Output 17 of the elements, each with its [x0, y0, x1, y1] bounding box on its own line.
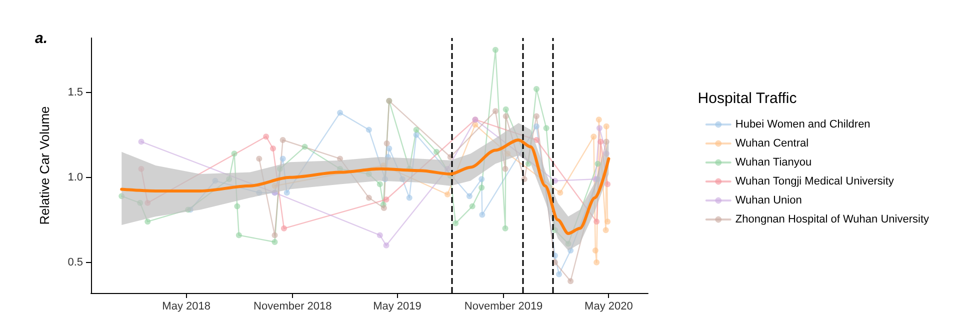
legend-label: Wuhan Tianyou [735, 156, 812, 168]
x-tick-label: May 2019 [373, 300, 422, 312]
y-axis-title: Relative Car Volume [37, 106, 52, 225]
chart-title: a. [35, 30, 48, 47]
y-tick-label: 1.5 [68, 86, 83, 98]
legend-label: Zhongnan Hospital of Wuhan University [735, 214, 930, 226]
legend-title: Hospital Traffic [698, 90, 798, 107]
x-tick-label: November 2019 [464, 300, 543, 312]
y-tick-label: 1.0 [68, 171, 83, 184]
legend-label: Hubei Women and Children [735, 118, 870, 130]
x-tick-label: May 2018 [162, 300, 210, 312]
x-tick-label: May 2020 [584, 300, 633, 312]
legend-label: Wuhan Central [735, 138, 809, 150]
y-tick-label: 0.5 [68, 256, 83, 268]
legend-label: Wuhan Union [735, 194, 802, 206]
x-tick-label: November 2018 [254, 300, 332, 312]
legend-label: Wuhan Tongji Medical University [735, 176, 894, 188]
